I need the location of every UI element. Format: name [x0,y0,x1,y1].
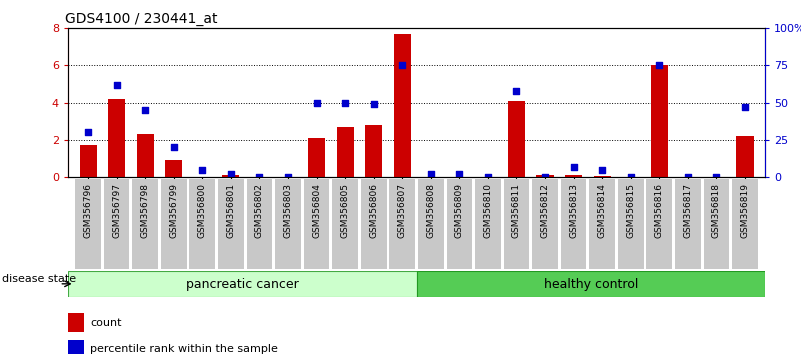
Text: GSM356813: GSM356813 [569,183,578,238]
Text: GSM356800: GSM356800 [198,183,207,238]
Bar [165,160,183,177]
Point [624,174,637,180]
Point [481,174,494,180]
Text: GSM356815: GSM356815 [626,183,635,238]
FancyBboxPatch shape [703,179,729,269]
Text: GSM356801: GSM356801 [227,183,235,238]
FancyBboxPatch shape [475,179,501,269]
Text: pancreatic cancer: pancreatic cancer [186,278,299,291]
Bar [417,271,765,297]
Point [710,174,723,180]
Point [339,100,352,105]
Bar [650,65,668,177]
Point [224,171,237,177]
Point [167,144,180,150]
Text: GSM356808: GSM356808 [426,183,435,238]
Bar [537,175,553,177]
FancyBboxPatch shape [332,179,358,269]
Text: GSM356816: GSM356816 [654,183,664,238]
Text: GSM356804: GSM356804 [312,183,321,238]
FancyBboxPatch shape [532,179,557,269]
Bar [365,125,382,177]
Point [368,101,380,107]
Bar [68,313,84,332]
Text: GSM356818: GSM356818 [712,183,721,238]
FancyBboxPatch shape [276,179,301,269]
Point [453,171,465,177]
Bar [594,176,610,177]
Text: GSM356811: GSM356811 [512,183,521,238]
Bar [108,99,125,177]
Text: disease state: disease state [2,274,75,284]
FancyBboxPatch shape [618,179,643,269]
FancyBboxPatch shape [561,179,586,269]
Text: GSM356802: GSM356802 [255,183,264,238]
FancyBboxPatch shape [218,179,244,269]
Point [282,174,295,180]
Text: GSM356809: GSM356809 [455,183,464,238]
FancyBboxPatch shape [646,179,672,269]
Bar [508,101,525,177]
Text: healthy control: healthy control [544,278,638,291]
Point [111,82,123,88]
Text: GSM356810: GSM356810 [484,183,493,238]
Text: GSM356814: GSM356814 [598,183,606,238]
Text: count: count [91,318,122,328]
Point [425,171,437,177]
Point [567,164,580,170]
Text: GSM356819: GSM356819 [740,183,750,238]
FancyBboxPatch shape [190,179,215,269]
Bar [565,175,582,177]
Point [653,63,666,68]
FancyBboxPatch shape [104,179,130,269]
Bar [308,138,325,177]
Point [596,167,609,172]
FancyBboxPatch shape [590,179,615,269]
FancyBboxPatch shape [504,179,529,269]
Bar [137,134,154,177]
Text: GSM356803: GSM356803 [284,183,292,238]
Text: GSM356807: GSM356807 [398,183,407,238]
Text: GSM356799: GSM356799 [169,183,179,238]
FancyBboxPatch shape [161,179,187,269]
FancyBboxPatch shape [247,179,272,269]
Text: GSM356797: GSM356797 [112,183,121,238]
Bar [736,136,754,177]
Point [396,63,409,68]
FancyBboxPatch shape [446,179,473,269]
Bar [79,145,97,177]
Point [196,167,209,172]
Bar [336,127,354,177]
Text: GSM356817: GSM356817 [683,183,692,238]
Point [82,130,95,135]
Text: percentile rank within the sample: percentile rank within the sample [91,344,278,354]
Bar [68,340,84,354]
Text: GSM356812: GSM356812 [541,183,549,238]
Text: GDS4100 / 230441_at: GDS4100 / 230441_at [65,12,217,26]
Point [139,107,151,113]
Bar [68,271,417,297]
Point [310,100,323,105]
FancyBboxPatch shape [389,179,415,269]
FancyBboxPatch shape [360,179,387,269]
Text: GSM356798: GSM356798 [141,183,150,238]
Bar [393,34,411,177]
Point [739,104,751,110]
FancyBboxPatch shape [418,179,444,269]
FancyBboxPatch shape [75,179,101,269]
FancyBboxPatch shape [675,179,701,269]
Point [682,174,694,180]
Point [253,174,266,180]
Text: GSM356805: GSM356805 [340,183,349,238]
FancyBboxPatch shape [132,179,158,269]
FancyBboxPatch shape [732,179,758,269]
Point [538,174,551,180]
FancyBboxPatch shape [304,179,329,269]
Text: GSM356806: GSM356806 [369,183,378,238]
Bar [223,175,239,177]
Point [510,88,523,93]
Text: GSM356796: GSM356796 [83,183,93,238]
